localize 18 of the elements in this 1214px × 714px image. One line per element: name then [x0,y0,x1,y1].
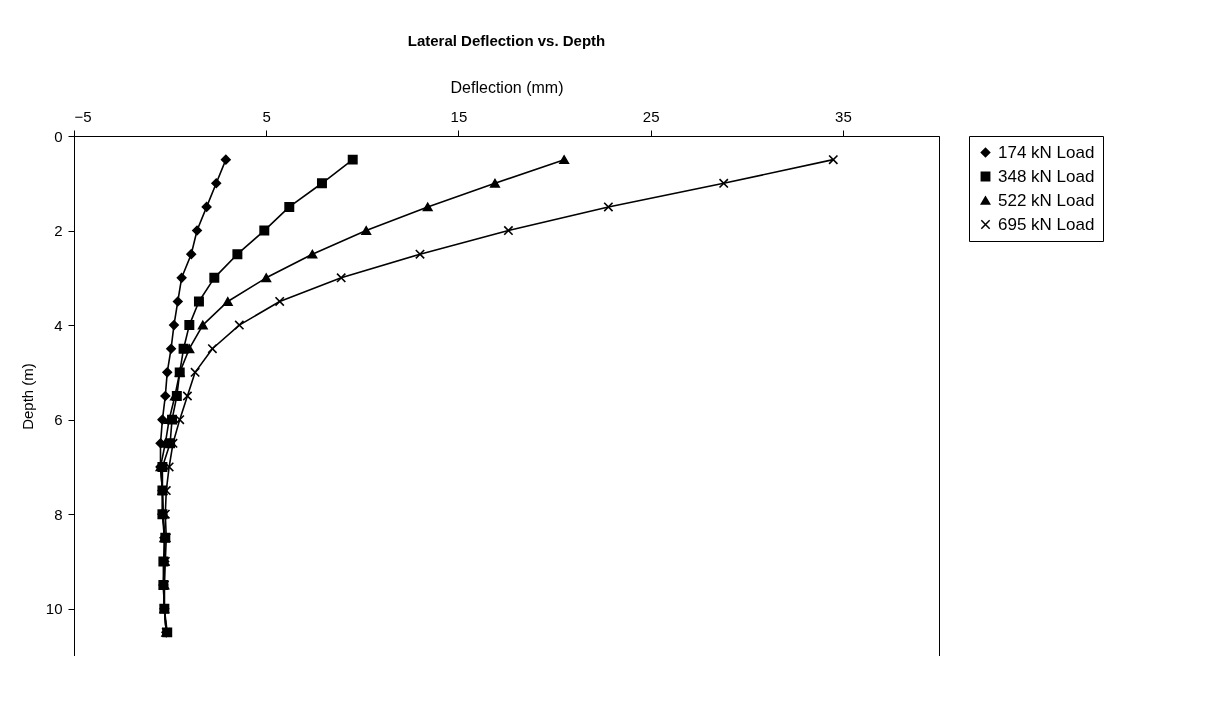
y-axis-title: Depth (m) [18,363,36,430]
y-tick-label: 2 [54,222,63,240]
x-tick-label: −5 [74,107,92,125]
y-tick-label: 10 [45,600,63,618]
legend-label: 522 kN Load [998,190,1095,210]
legend-label: 174 kN Load [998,142,1095,162]
y-tick-label: 6 [54,411,63,429]
chart-title: Lateral Deflection vs. Depth [407,32,606,49]
x-axis-title: Deflection (mm) [450,78,564,96]
legend-label: 348 kN Load [998,166,1095,186]
x-tick-label: 5 [262,107,271,125]
y-tick-label: 0 [54,127,63,145]
legend-label: 695 kN Load [998,214,1095,234]
y-tick-label: 8 [54,505,63,523]
y-tick-label: 4 [54,316,63,334]
x-tick-label: 35 [835,107,852,125]
x-tick-label: 25 [642,107,660,125]
x-tick-label: 15 [450,107,468,125]
